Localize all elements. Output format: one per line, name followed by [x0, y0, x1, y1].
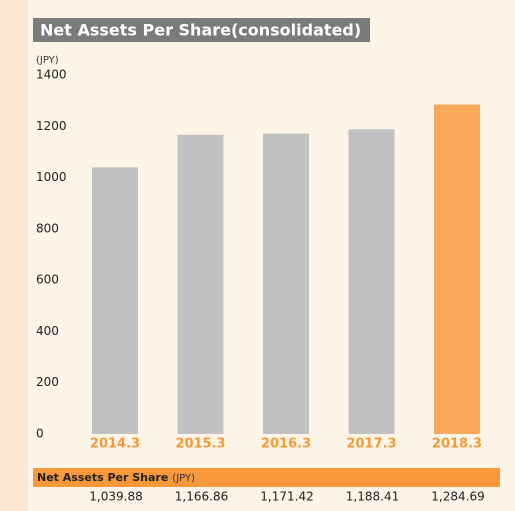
- x-tick-label: 2018.3: [432, 437, 482, 452]
- value-label: 1,171.42: [260, 490, 313, 504]
- y-tick-label: 1400: [36, 68, 67, 82]
- title-bar: [33, 18, 370, 42]
- value-label: 1,188.41: [346, 490, 399, 504]
- y-tick-label: 800: [36, 221, 59, 235]
- value-label: 1,284.69: [431, 490, 484, 504]
- y-tick-label: 400: [36, 324, 59, 338]
- y-tick-label: 200: [36, 375, 59, 389]
- chart-title: Net Assets Per Share(consolidated): [40, 21, 361, 40]
- bar: [434, 104, 480, 434]
- x-tick-label: 2014.3: [90, 437, 140, 452]
- value-label: 1,039.88: [89, 490, 142, 504]
- bar: [177, 134, 224, 434]
- y-tick-label: 1200: [36, 119, 67, 133]
- y-tick-label: 1000: [36, 170, 67, 184]
- x-tick-label: 2015.3: [175, 437, 225, 452]
- value-label: 1,166.86: [175, 490, 228, 504]
- x-tick-label: 2017.3: [346, 437, 396, 452]
- table-label-text: Net Assets Per Share: [37, 471, 168, 484]
- bar: [92, 167, 138, 434]
- table-header: [33, 468, 500, 487]
- y-tick-label: 0: [36, 427, 44, 441]
- bar: [263, 133, 309, 434]
- y-unit: (JPY): [36, 55, 59, 66]
- table-label: Net Assets Per Share (JPY): [37, 471, 195, 484]
- x-tick-label: 2016.3: [261, 437, 311, 452]
- y-tick-label: 600: [36, 273, 59, 287]
- bar: [348, 129, 395, 434]
- table-unit: (JPY): [172, 473, 195, 484]
